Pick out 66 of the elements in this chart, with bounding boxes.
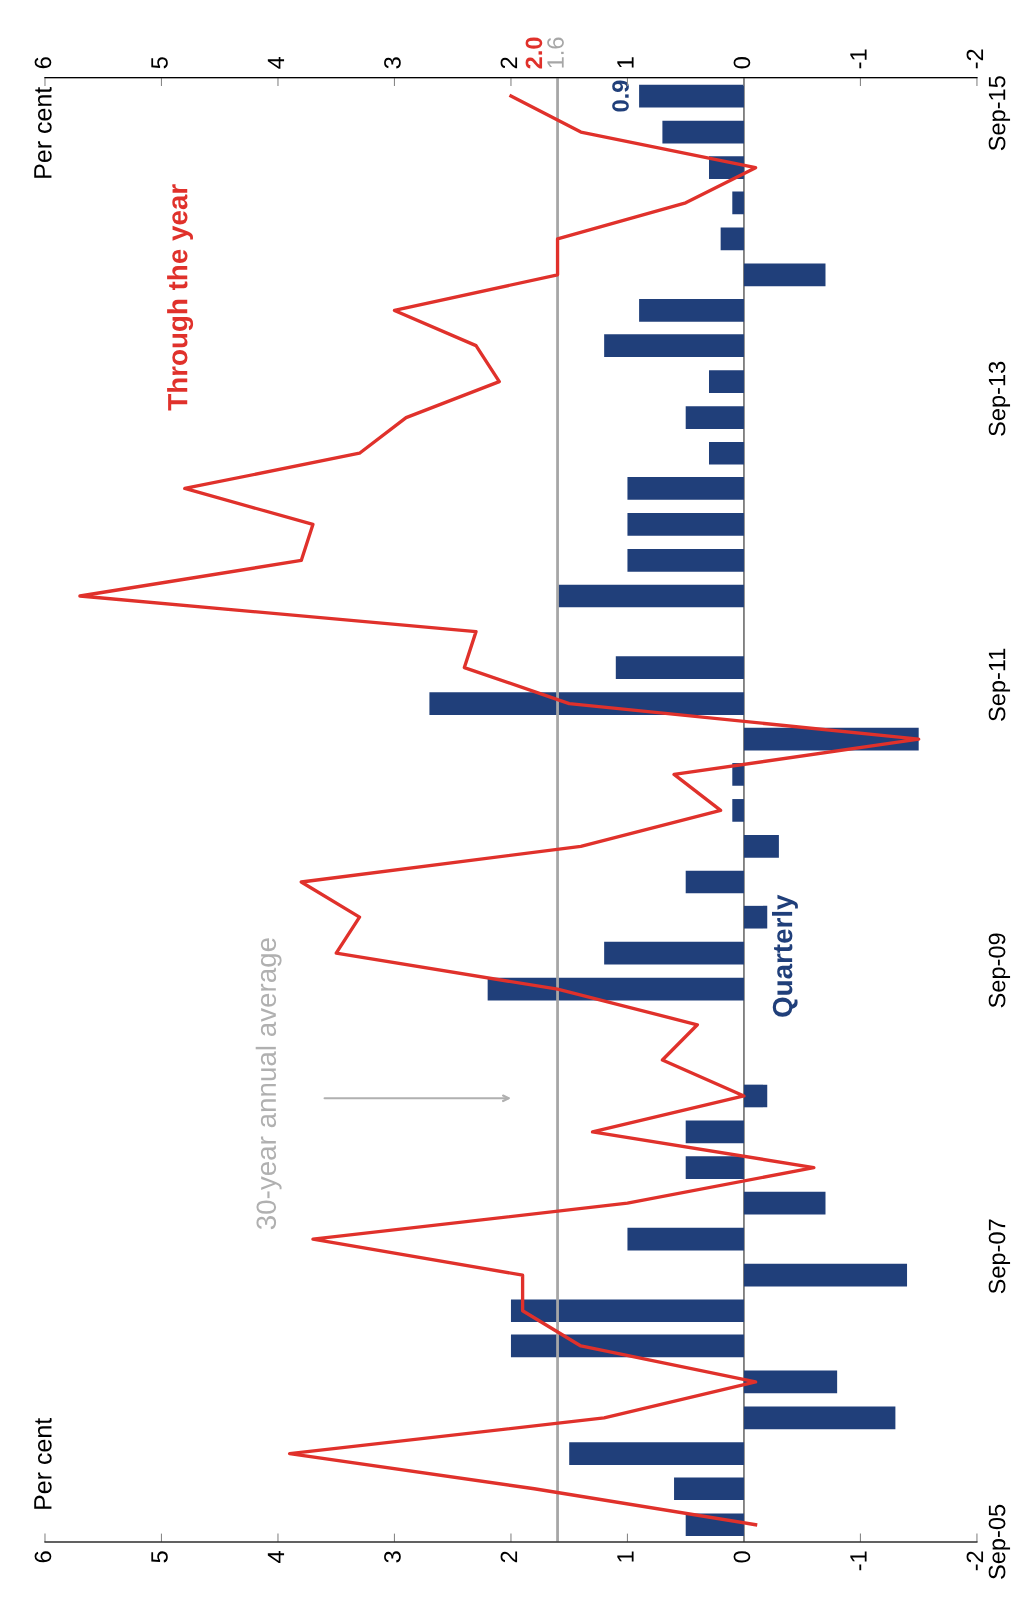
bar	[720, 227, 744, 251]
x2-tick-label: 3	[384, 1551, 401, 1563]
annotation: 30-year annual average	[255, 938, 282, 1230]
y-tick-label: Sep-15	[988, 76, 1011, 151]
bar	[685, 1156, 744, 1179]
y-tick-label: Sep-09	[988, 933, 1011, 1008]
x-tick-label: 0	[733, 57, 751, 69]
bar	[709, 441, 744, 465]
bar	[510, 1299, 744, 1323]
x2-tick-label: -1	[850, 1551, 867, 1571]
bar	[604, 941, 744, 965]
data-label: 2.0	[525, 37, 543, 69]
bar	[743, 1370, 838, 1394]
bar	[429, 692, 744, 715]
x-tick-label: 4	[267, 56, 285, 69]
bar	[743, 835, 779, 858]
y-tick-label: Sep-13	[988, 361, 1011, 436]
y-tick-label: Sep-07	[988, 1219, 1011, 1294]
bar	[639, 84, 744, 108]
bar	[685, 870, 744, 894]
bar	[732, 191, 744, 215]
text: Through the year	[167, 184, 194, 411]
bar	[685, 406, 744, 429]
bar	[732, 799, 744, 822]
x2-tick-label: 4	[267, 1550, 285, 1563]
data-label: 0.9	[612, 80, 629, 112]
bar	[743, 1084, 768, 1108]
annotation: Per cent	[34, 1417, 52, 1509]
bar	[709, 370, 744, 393]
ref-line-label: 1.6	[547, 37, 564, 68]
bar	[685, 1120, 744, 1144]
x2-tick-label: -2	[966, 1551, 984, 1571]
text: Quarterly	[772, 894, 798, 1017]
bar	[662, 120, 744, 144]
x-tick-label: 1	[617, 57, 634, 68]
bar	[510, 1334, 744, 1358]
bar	[627, 477, 744, 500]
bar	[639, 299, 744, 322]
bar	[627, 513, 744, 536]
bar	[569, 1442, 744, 1465]
x-tick-label: 6	[34, 57, 52, 69]
x-tick-label: 2	[500, 57, 518, 69]
x2-tick-label: 6	[34, 1551, 52, 1563]
y-tick-label: Sep-05	[988, 1504, 1011, 1579]
bar	[743, 1263, 908, 1287]
annotation: Per cent	[34, 86, 52, 178]
bar	[627, 1227, 744, 1251]
bar	[604, 334, 744, 357]
x2-tick-label: 0	[733, 1551, 751, 1563]
x2-tick-label: 1	[617, 1551, 634, 1562]
x-tick-label: -1	[850, 49, 867, 69]
bar	[487, 977, 744, 1001]
bar	[557, 584, 744, 608]
bar	[743, 1406, 896, 1430]
bar	[743, 263, 826, 287]
bar	[743, 905, 768, 929]
bar	[674, 1477, 744, 1501]
x2-tick-label: 2	[500, 1551, 518, 1563]
bar	[743, 1191, 826, 1215]
y-tick-label: Sep-11	[988, 648, 1011, 721]
x-tick-label: 3	[384, 57, 401, 69]
x-tick-label: 5	[151, 57, 168, 69]
bar	[615, 656, 744, 679]
bar	[627, 549, 744, 572]
x-tick-label: -2	[966, 49, 984, 69]
x2-tick-label: 5	[151, 1551, 168, 1563]
